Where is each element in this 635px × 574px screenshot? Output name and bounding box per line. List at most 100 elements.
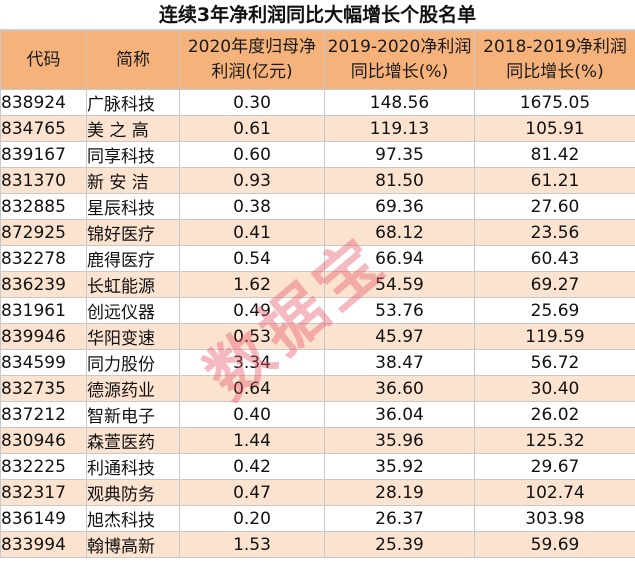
cell-growth-2019: 102.74 xyxy=(474,479,635,506)
cell-profit: 0.53 xyxy=(179,323,325,350)
cell-name: 美 之 高 xyxy=(86,115,180,142)
cell-profit: 0.42 xyxy=(179,453,325,480)
page-title: 连续3年净利润同比大幅增长个股名单 xyxy=(0,0,635,30)
stock-table: 代码 简称 2020年度归母净利润(亿元) 2019-2020净利润同比增长(%… xyxy=(0,30,635,558)
table-row: 839946 华阳变速 0.53 45.97 119.59 xyxy=(0,323,635,350)
table-row: 836239 长虹能源 1.62 54.59 69.27 xyxy=(0,271,635,298)
cell-growth-2019: 119.59 xyxy=(474,323,635,350)
cell-growth-2019: 61.21 xyxy=(474,167,635,194)
table-header-row: 代码 简称 2020年度归母净利润(亿元) 2019-2020净利润同比增长(%… xyxy=(0,30,635,90)
cell-growth-2019: 1675.05 xyxy=(474,89,635,116)
cell-growth-2019: 59.69 xyxy=(474,531,635,558)
cell-profit: 0.61 xyxy=(179,115,325,142)
cell-code: 831370 xyxy=(0,167,87,194)
cell-growth-2020: 36.04 xyxy=(324,401,475,428)
cell-code: 836149 xyxy=(0,505,87,532)
table-row: 832225 利通科技 0.42 35.92 29.67 xyxy=(0,453,635,480)
cell-code: 832317 xyxy=(0,479,87,506)
cell-code: 830946 xyxy=(0,427,87,454)
cell-profit: 3.34 xyxy=(179,349,325,376)
cell-code: 872925 xyxy=(0,219,87,246)
cell-growth-2020: 69.36 xyxy=(324,193,475,220)
cell-name: 翰博高新 xyxy=(86,531,180,558)
cell-code: 831961 xyxy=(0,297,87,324)
cell-name: 新 安 洁 xyxy=(86,167,180,194)
cell-code: 839167 xyxy=(0,141,87,168)
cell-growth-2019: 125.32 xyxy=(474,427,635,454)
table-row: 839167 同享科技 0.60 97.35 81.42 xyxy=(0,141,635,168)
cell-growth-2020: 119.13 xyxy=(324,115,475,142)
cell-growth-2020: 148.56 xyxy=(324,89,475,116)
cell-profit: 0.93 xyxy=(179,167,325,194)
cell-profit: 0.20 xyxy=(179,505,325,532)
cell-code: 834765 xyxy=(0,115,87,142)
table-row: 832317 观典防务 0.47 28.19 102.74 xyxy=(0,479,635,506)
cell-growth-2020: 97.35 xyxy=(324,141,475,168)
cell-profit: 0.38 xyxy=(179,193,325,220)
cell-name: 华阳变速 xyxy=(86,323,180,350)
cell-growth-2019: 27.60 xyxy=(474,193,635,220)
cell-growth-2020: 54.59 xyxy=(324,271,475,298)
header-profit: 2020年度归母净利润(亿元) xyxy=(179,30,325,90)
cell-growth-2020: 35.92 xyxy=(324,453,475,480)
cell-growth-2019: 23.56 xyxy=(474,219,635,246)
cell-code: 832225 xyxy=(0,453,87,480)
cell-profit: 0.64 xyxy=(179,375,325,402)
table-row: 832735 德源药业 0.64 36.60 30.40 xyxy=(0,375,635,402)
table-row: 834765 美 之 高 0.61 119.13 105.91 xyxy=(0,115,635,142)
table-row: 837212 智新电子 0.40 36.04 26.02 xyxy=(0,401,635,428)
cell-growth-2019: 30.40 xyxy=(474,375,635,402)
cell-growth-2020: 66.94 xyxy=(324,245,475,272)
cell-profit: 0.30 xyxy=(179,89,325,116)
cell-profit: 0.54 xyxy=(179,245,325,272)
cell-profit: 0.47 xyxy=(179,479,325,506)
cell-growth-2020: 25.39 xyxy=(324,531,475,558)
cell-name: 锦好医疗 xyxy=(86,219,180,246)
table-row: 831961 创远仪器 0.49 53.76 25.69 xyxy=(0,297,635,324)
cell-name: 星辰科技 xyxy=(86,193,180,220)
cell-growth-2020: 36.60 xyxy=(324,375,475,402)
cell-growth-2020: 81.50 xyxy=(324,167,475,194)
table-row: 832885 星辰科技 0.38 69.36 27.60 xyxy=(0,193,635,220)
table-row: 830946 森萱医药 1.44 35.96 125.32 xyxy=(0,427,635,454)
cell-growth-2020: 68.12 xyxy=(324,219,475,246)
table-row: 832278 鹿得医疗 0.54 66.94 60.43 xyxy=(0,245,635,272)
cell-code: 833994 xyxy=(0,531,87,558)
cell-code: 834599 xyxy=(0,349,87,376)
cell-name: 观典防务 xyxy=(86,479,180,506)
cell-code: 839946 xyxy=(0,323,87,350)
table-body: 838924 广脉科技 0.30 148.56 1675.05 834765 美 之 高 0.… xyxy=(0,89,635,558)
cell-growth-2019: 69.27 xyxy=(474,271,635,298)
cell-profit: 0.40 xyxy=(179,401,325,428)
table-row: 872925 锦好医疗 0.41 68.12 23.56 xyxy=(0,219,635,246)
table-row: 834599 同力股份 3.34 38.47 56.72 xyxy=(0,349,635,376)
cell-growth-2019: 25.69 xyxy=(474,297,635,324)
cell-profit: 0.49 xyxy=(179,297,325,324)
cell-growth-2019: 303.98 xyxy=(474,505,635,532)
cell-name: 广脉科技 xyxy=(86,89,180,116)
header-growth-2019: 2018-2019净利润同比增长(%) xyxy=(474,30,635,90)
cell-growth-2020: 53.76 xyxy=(324,297,475,324)
cell-name: 同享科技 xyxy=(86,141,180,168)
cell-growth-2020: 26.37 xyxy=(324,505,475,532)
cell-growth-2019: 56.72 xyxy=(474,349,635,376)
cell-name: 德源药业 xyxy=(86,375,180,402)
cell-profit: 0.60 xyxy=(179,141,325,168)
table-row: 833994 翰博高新 1.53 25.39 59.69 xyxy=(0,531,635,558)
cell-growth-2019: 26.02 xyxy=(474,401,635,428)
cell-name: 利通科技 xyxy=(86,453,180,480)
cell-code: 832278 xyxy=(0,245,87,272)
cell-code: 837212 xyxy=(0,401,87,428)
cell-growth-2019: 105.91 xyxy=(474,115,635,142)
cell-code: 832735 xyxy=(0,375,87,402)
cell-profit: 1.44 xyxy=(179,427,325,454)
header-name: 简称 xyxy=(86,30,180,90)
cell-code: 838924 xyxy=(0,89,87,116)
cell-name: 鹿得医疗 xyxy=(86,245,180,272)
cell-name: 创远仪器 xyxy=(86,297,180,324)
cell-profit: 1.62 xyxy=(179,271,325,298)
cell-name: 同力股份 xyxy=(86,349,180,376)
cell-growth-2019: 60.43 xyxy=(474,245,635,272)
cell-name: 长虹能源 xyxy=(86,271,180,298)
table-row: 836149 旭杰科技 0.20 26.37 303.98 xyxy=(0,505,635,532)
